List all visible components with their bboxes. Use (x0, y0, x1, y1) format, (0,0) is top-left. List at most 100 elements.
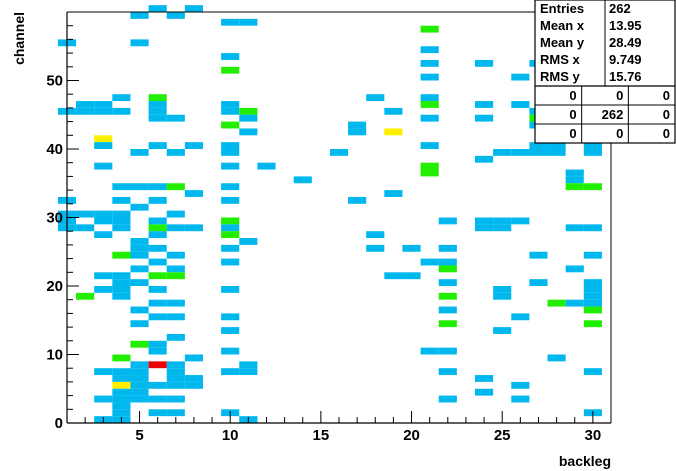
heatmap-cell (221, 368, 240, 376)
heatmap-cell (438, 279, 457, 286)
heatmap-cell (130, 265, 149, 273)
heatmap-cells (57, 5, 602, 423)
stats-box: Entries 262 Mean x 13.95 Mean y 28.49 RMS x 9.7… (534, 0, 676, 144)
heatmap-cell (94, 135, 113, 143)
heatmap-cell (475, 101, 494, 108)
heatmap-cell (148, 286, 167, 293)
x-tick-label: 5 (135, 427, 143, 444)
axes (66, 11, 612, 424)
heatmap-cell (221, 121, 240, 129)
heatmap-cell (130, 375, 149, 382)
heatmap-cell (475, 224, 494, 232)
heatmap-cell (112, 107, 131, 115)
heatmap-cell (130, 361, 149, 369)
heatmap-cell (148, 395, 167, 403)
heatmap-cell (166, 272, 185, 280)
y-tick-label: 10 (46, 347, 63, 364)
heatmap-cell (493, 149, 512, 156)
heatmap-cell (112, 395, 131, 403)
heatmap-cell (112, 224, 131, 232)
heatmap-cell (293, 176, 312, 184)
heatmap-cell (148, 196, 167, 204)
stats-row-value: 28.49 (609, 35, 642, 50)
heatmap-cell (148, 142, 167, 149)
heatmap-cell (583, 286, 602, 293)
heatmap-cell (166, 381, 185, 389)
x-tick-label: 10 (222, 427, 239, 444)
stats-grid-cell: 0 (616, 126, 623, 141)
heatmap-cell (112, 388, 131, 396)
heatmap-cell (402, 272, 421, 280)
heatmap-cell (184, 354, 203, 362)
heatmap-cell (76, 292, 95, 300)
heatmap-cell (166, 409, 185, 417)
heatmap-cell (166, 368, 185, 376)
heatmap-cell (438, 320, 457, 328)
heatmap-cell (547, 299, 566, 307)
heatmap-cell (475, 155, 494, 163)
heatmap-cell (438, 217, 457, 225)
heatmap-cell (94, 231, 113, 239)
heatmap-cell (148, 244, 167, 252)
heatmap-cell (221, 107, 240, 115)
heatmap-cell (348, 196, 367, 204)
heatmap-cell (130, 279, 149, 286)
stats-grid-cell: 0 (569, 88, 576, 103)
heatmap-cell (239, 107, 258, 115)
heatmap-cell (130, 238, 149, 245)
heatmap-cell (384, 272, 403, 280)
heatmap-cell (438, 395, 457, 403)
stats-row-value: 13.95 (609, 18, 642, 33)
heatmap-cell (130, 340, 149, 348)
heatmap-cell (384, 128, 403, 136)
heatmap-cell (420, 94, 439, 102)
heatmap-cell (166, 114, 185, 122)
heatmap-cell (221, 66, 240, 74)
heatmap-cell (112, 286, 131, 293)
heatmap-cell (438, 258, 457, 266)
heatmap-cell (420, 25, 439, 33)
heatmap-cell (493, 327, 512, 334)
heatmap-cell (221, 53, 240, 60)
heatmap-cell (583, 320, 602, 328)
heatmap-cell (130, 368, 149, 376)
heatmap-cell (420, 114, 439, 122)
heatmap-cell (402, 244, 421, 252)
heatmap-cell (366, 231, 385, 239)
heatmap-cell (148, 313, 167, 321)
heatmap-cell (420, 347, 439, 355)
heatmap-cell (420, 162, 439, 170)
y-tick-label: 50 (46, 73, 63, 90)
heatmap-cell (221, 224, 240, 232)
heatmap-cell (529, 149, 548, 156)
heatmap-cell (547, 142, 566, 149)
stats-row-value: 9.749 (609, 52, 642, 67)
heatmap-cell (348, 121, 367, 129)
heatmap-cell (511, 313, 530, 321)
heatmap-cell (130, 395, 149, 403)
heatmap-cell (475, 59, 494, 67)
heatmap-cell (420, 101, 439, 108)
heatmap-cell (438, 244, 457, 252)
heatmap-cell (130, 39, 149, 47)
heatmap-cell (221, 18, 240, 26)
tick-labels: 5 10 15 20 25 30 0 10 20 30 40 50 (46, 73, 601, 445)
stats-grid-cell: 0 (569, 107, 576, 122)
stats-grid-cell: 0 (569, 126, 576, 141)
heatmap-cell (112, 217, 131, 225)
y-axis-title: channel (11, 12, 27, 65)
heatmap-cell (583, 251, 602, 259)
heatmap-cell (184, 190, 203, 197)
heatmap-cell (384, 107, 403, 115)
heatmap-cell (112, 292, 131, 300)
heatmap-cell (112, 210, 131, 218)
stats-row-label: Mean x (540, 18, 585, 33)
heatmap-cell (529, 251, 548, 259)
heatmap-cell (130, 306, 149, 314)
heatmap-cell (221, 231, 240, 239)
heatmap-cell (547, 354, 566, 362)
heatmap-cell (384, 190, 403, 197)
heatmap-cell (166, 333, 185, 341)
heatmap-cell (221, 313, 240, 321)
